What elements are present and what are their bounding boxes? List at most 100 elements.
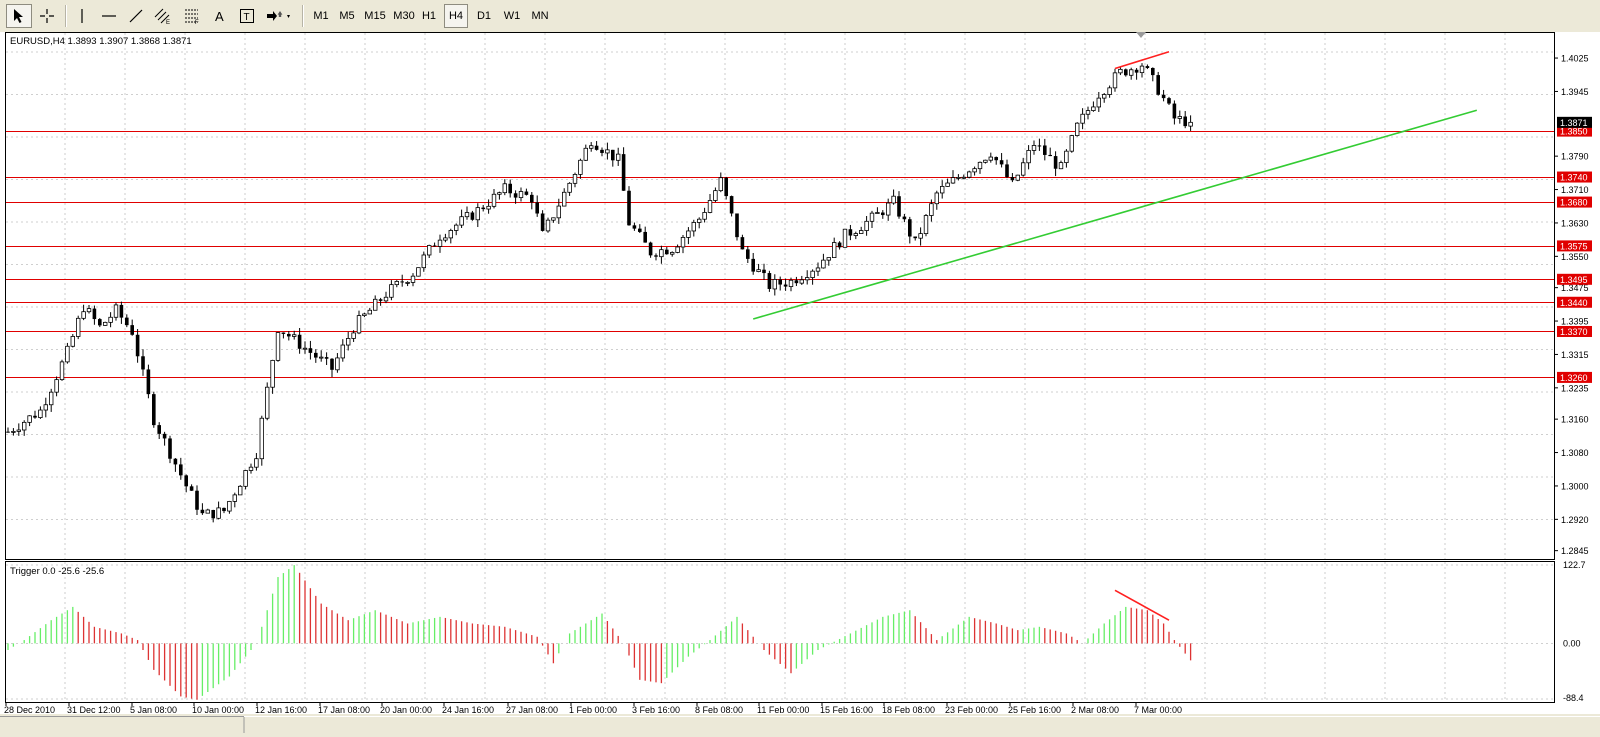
candle [983,159,988,164]
timeframe-h1-button[interactable]: H1 [421,10,437,22]
arrow-cursor-icon [14,9,23,23]
candle [318,350,324,362]
candle [886,198,891,221]
candle [232,492,237,508]
candle [832,237,837,258]
candle [1188,115,1193,131]
candle [162,431,167,446]
candle [459,209,464,229]
candle [1048,147,1052,157]
candle [654,253,658,261]
candle [1134,68,1139,80]
candle [999,153,1004,168]
arrows-tool-button[interactable] [262,4,296,28]
candle [540,210,545,232]
candle [168,435,172,464]
time-axis-tick-label: 28 Dec 2010 [4,705,55,715]
candle [902,214,907,223]
timeframe-d1-button[interactable]: D1 [476,10,492,22]
time-axis-tick-label: 1 Feb 00:00 [569,705,617,715]
candle [788,277,794,292]
candle [59,359,65,381]
timeframe-m30-button[interactable]: M30 [393,10,415,22]
candle [146,364,151,399]
green-trendline[interactable] [752,109,1478,320]
candle [157,422,161,440]
timeframe-h4-button[interactable]: H4 [444,4,468,28]
candle [621,147,626,191]
price-divergence-line[interactable] [1114,51,1170,70]
timeframe-m15-button[interactable]: M15 [364,10,386,22]
timeframe-mn-button[interactable]: MN [531,10,549,22]
candle [740,234,745,250]
chart-canvas[interactable]: 1.4025 1.3945 1.3790 1.3710 1.3630 1.3550 1.34… [0,32,1600,733]
timeframe-m1-button[interactable]: M1 [313,10,329,22]
chart-background [0,32,1600,733]
candle [65,342,70,364]
candle [70,333,75,348]
candle [259,415,264,466]
candle [762,263,766,281]
candle [1053,151,1058,177]
candle [729,195,734,217]
timeframe-w1-button[interactable]: W1 [503,10,521,22]
candle [1015,174,1020,182]
svg-text:E: E [166,20,170,25]
timeframe-m5-button[interactable]: M5 [339,10,355,22]
candle [464,206,470,220]
candle [638,224,642,234]
candle [545,217,551,233]
candle [530,192,534,210]
candle [275,332,281,362]
candle [340,339,345,362]
cursor-tool-button[interactable] [6,4,32,28]
candle [302,341,308,354]
text-label-icon: T [240,9,254,23]
fibonacci-tool-button[interactable]: F [179,4,205,28]
time-axis-tick-label: 17 Jan 08:00 [318,705,370,715]
trendline-tool-button[interactable] [124,4,148,28]
candle [1021,157,1026,177]
candle [908,216,912,244]
candle [1037,138,1042,151]
horizontal-line-tool-button[interactable] [97,4,121,28]
candle [173,458,178,472]
candle [675,244,680,254]
candle [356,310,362,335]
svg-text:1.3370: 1.3370 [1560,327,1588,337]
crosshair-tool-button[interactable] [34,4,60,28]
candle [54,376,59,397]
text-icon: A [215,9,224,24]
chart-shift-marker [1136,32,1146,38]
candle [1069,134,1074,153]
indicator-axis-tick-label: -88.4 [1563,693,1584,703]
candle [891,189,896,205]
candle [821,253,826,269]
candle [470,210,475,221]
candle [929,199,934,222]
text-label-tool-button[interactable]: T [235,4,259,28]
candle [1172,100,1177,125]
candle [1167,96,1171,105]
candle [1161,89,1166,102]
indicator-axis-tick-label: 122.7 [1563,560,1586,570]
svg-text:1.3871: 1.3871 [1560,118,1588,128]
equidistant-channel-tool-button[interactable]: E [151,4,175,28]
price-axis-tick-label: 1.3315 [1561,350,1589,360]
candle [913,236,917,241]
vertical-line-tool-button[interactable] [70,4,94,28]
candle [264,382,270,421]
candle [1145,64,1150,70]
candle [1096,91,1101,112]
candle [1177,110,1182,124]
svg-text:1.3575: 1.3575 [1560,241,1588,251]
main-chart-frame [5,32,1555,560]
candle [324,352,329,365]
indicator-divergence-line[interactable] [1114,589,1170,621]
candle [632,222,637,231]
candle [956,174,961,181]
candle [237,485,243,496]
svg-text:1.3740: 1.3740 [1560,173,1588,183]
candle [724,176,728,200]
text-tool-button[interactable]: A [208,4,232,28]
